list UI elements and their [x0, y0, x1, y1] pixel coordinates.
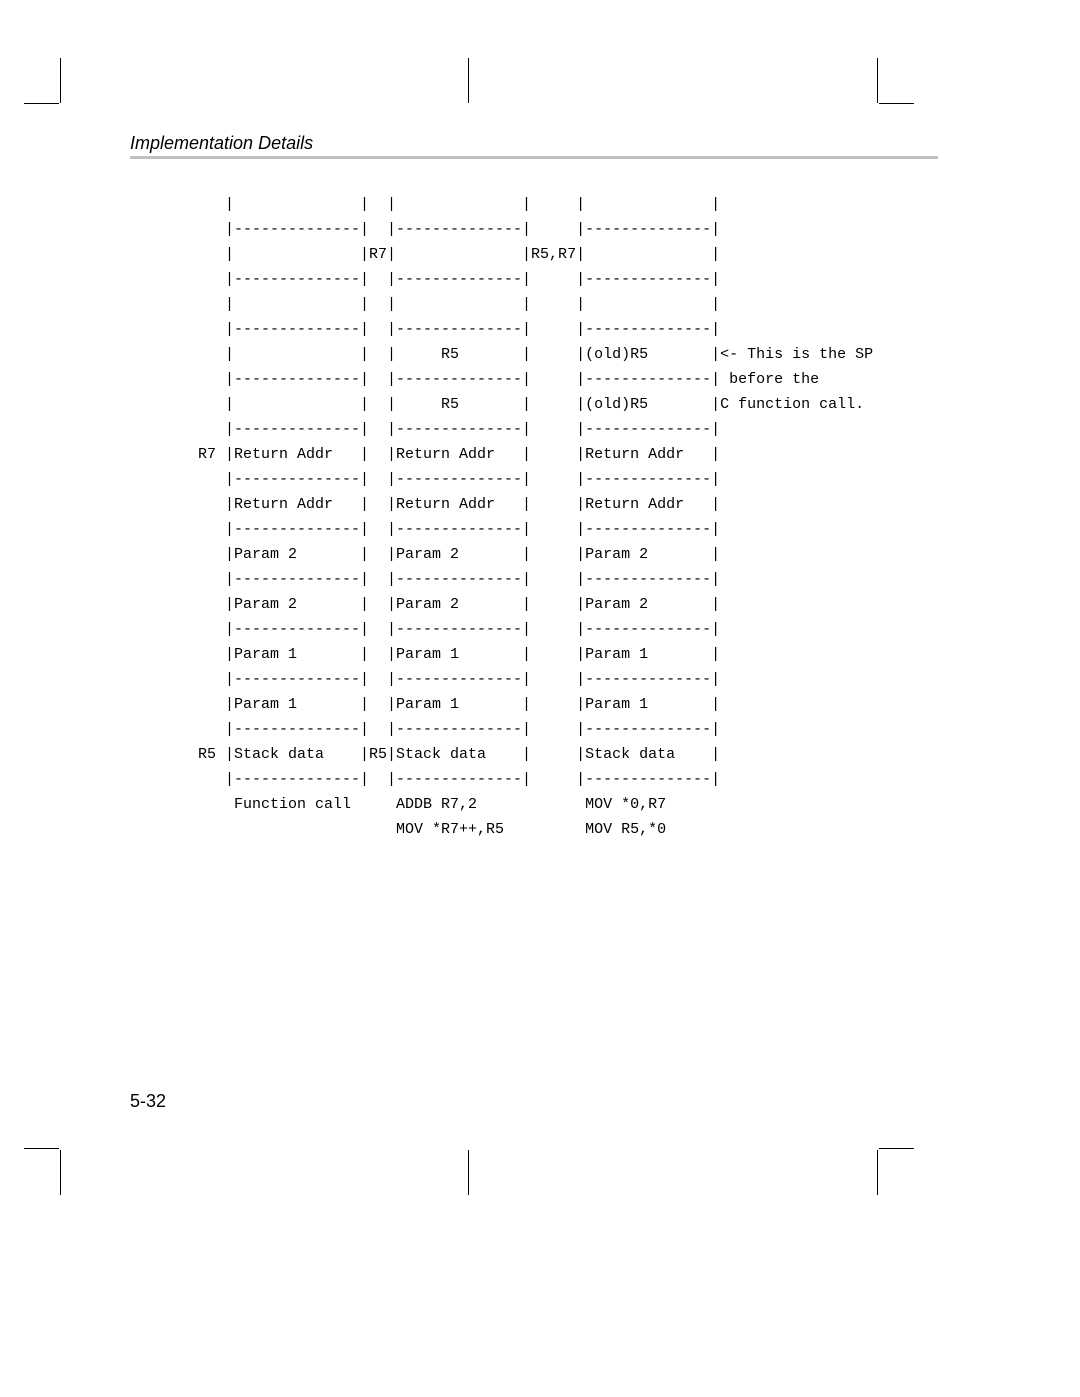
crop-mark-h [24, 103, 59, 104]
page-number: 5-32 [130, 1091, 166, 1112]
crop-mark-v [468, 1150, 469, 1195]
heading-underline [130, 156, 938, 159]
crop-mark-v [60, 58, 61, 103]
crop-mark-v [468, 58, 469, 103]
crop-mark-h [879, 103, 914, 104]
crop-mark-v [877, 1150, 878, 1195]
crop-mark-h [879, 1148, 914, 1149]
crop-mark-v [60, 1150, 61, 1195]
ascii-stack-diagram: | | | | | | |--------------| |----------… [180, 192, 873, 842]
crop-mark-h [24, 1148, 59, 1149]
crop-mark-v [877, 58, 878, 103]
section-heading: Implementation Details [130, 133, 313, 154]
